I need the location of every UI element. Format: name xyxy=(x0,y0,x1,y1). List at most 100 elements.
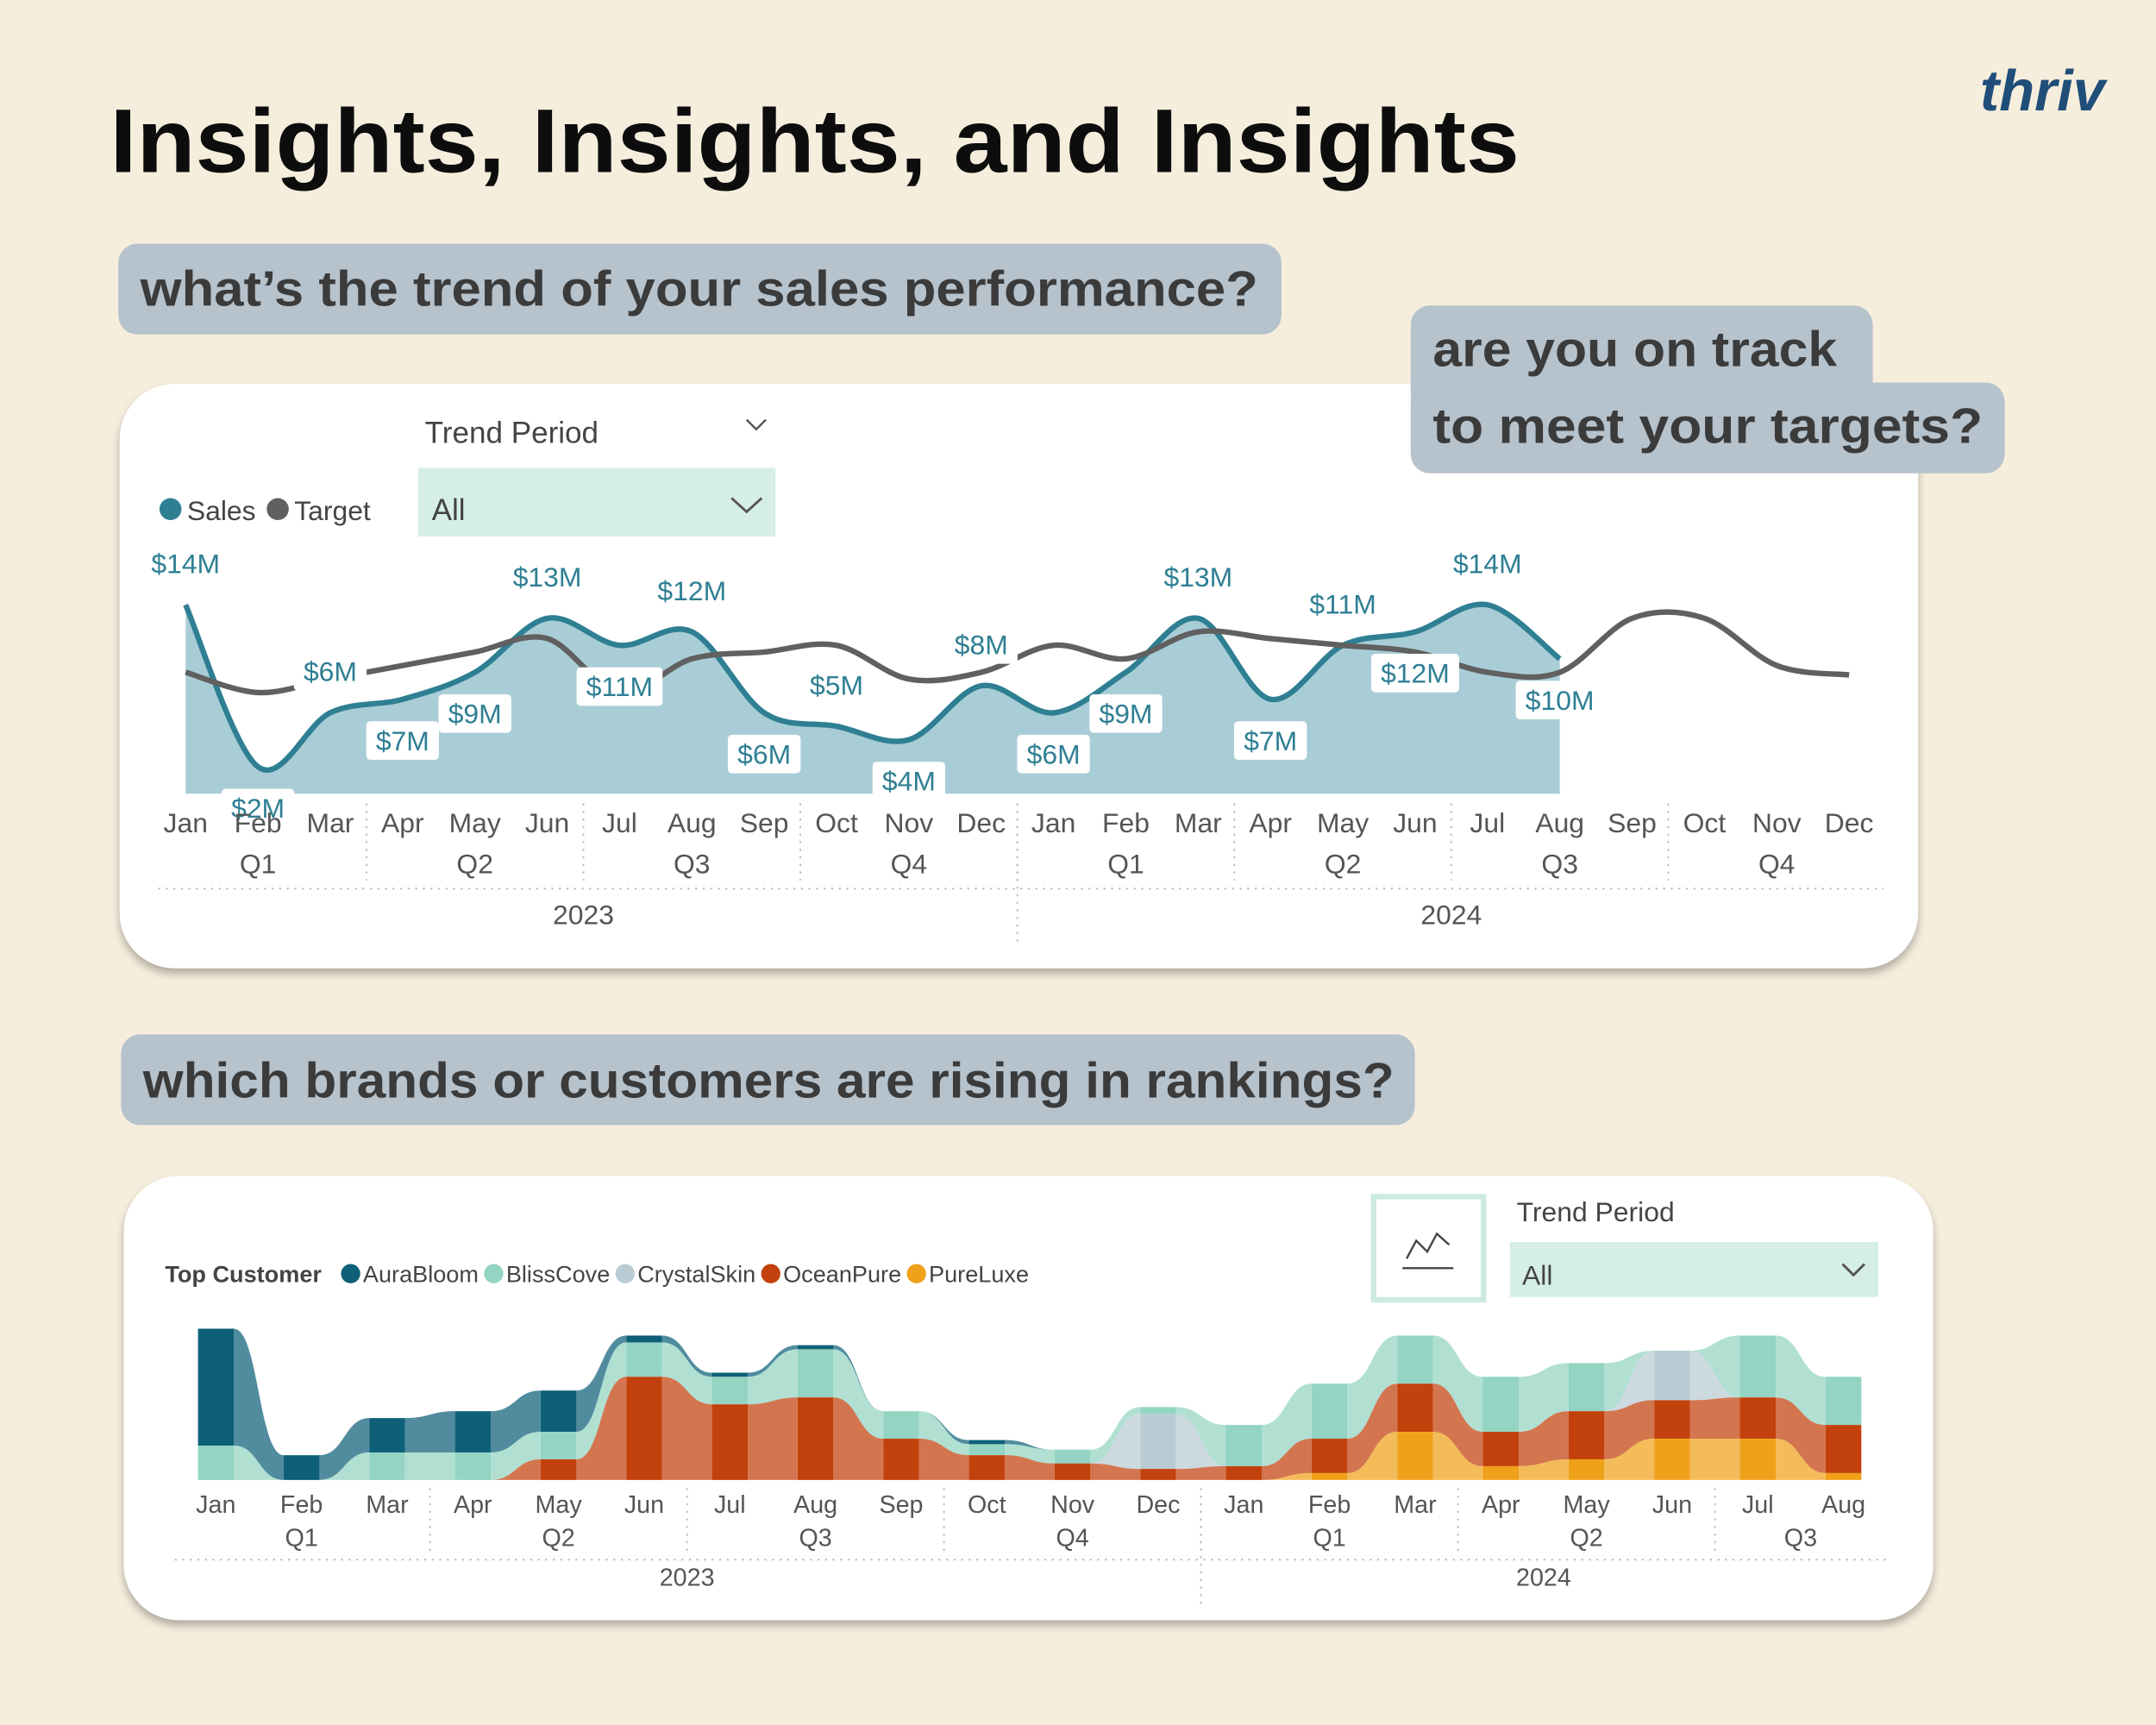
ribbon-bar xyxy=(1825,1425,1862,1473)
x-tick-label: Jun xyxy=(1652,1491,1692,1519)
data-label: $7M xyxy=(366,721,440,760)
year-label: 2024 xyxy=(1420,900,1482,931)
button-icon[interactable] xyxy=(1406,1232,1451,1259)
ribbon-bar xyxy=(797,1345,834,1350)
legend-marker xyxy=(341,1264,360,1283)
ribbon-bar xyxy=(968,1444,1006,1456)
data-label-text: $6M xyxy=(304,656,357,687)
ribbon-bar xyxy=(1311,1383,1348,1440)
data-label-text: $12M xyxy=(1381,658,1450,689)
filter-label: Trend Period xyxy=(1517,1196,1675,1227)
logo: thriv xyxy=(1980,59,2109,123)
ribbon-bar xyxy=(1311,1472,1348,1480)
data-label-box xyxy=(293,652,367,691)
dropdown-box[interactable] xyxy=(417,467,776,537)
data-label: $5M xyxy=(799,665,874,705)
ribbon xyxy=(576,1335,627,1433)
dropdown-value[interactable]: All xyxy=(1522,1259,1552,1290)
ribbon xyxy=(404,1411,455,1452)
x-tick-label: Nov xyxy=(1050,1491,1095,1519)
ribbon xyxy=(1775,1397,1826,1473)
chart-type-button[interactable] xyxy=(1370,1194,1487,1303)
ribbon-bar xyxy=(1397,1383,1433,1433)
data-label-text: $6M xyxy=(737,738,791,769)
ribbon xyxy=(1090,1463,1141,1480)
data-label-text: $14M xyxy=(1453,549,1522,580)
ribbon-bar xyxy=(797,1397,834,1480)
ribbon xyxy=(1005,1440,1055,1450)
x-tick-label: Dec xyxy=(1136,1491,1180,1519)
chevron[interactable] xyxy=(745,418,767,431)
chevron[interactable] xyxy=(1841,1263,1866,1277)
data-label-box xyxy=(438,693,511,733)
x-tick-label: Nov xyxy=(1752,807,1802,838)
filter-dropdown[interactable]: All xyxy=(417,467,776,537)
ribbon-bar xyxy=(1140,1414,1176,1470)
legend-marker xyxy=(615,1264,636,1283)
x-tick-label: Jul xyxy=(714,1491,746,1519)
data-label-text: $7M xyxy=(1244,725,1297,756)
ribbon xyxy=(1175,1407,1226,1466)
data-label-box xyxy=(576,667,663,706)
data-label-text: $4M xyxy=(882,766,936,797)
ribbon-bar xyxy=(1482,1432,1520,1466)
ribbon xyxy=(1604,1351,1655,1412)
ribbon-bar xyxy=(540,1458,577,1480)
ribbon-bar xyxy=(369,1418,405,1452)
ribbon-bar xyxy=(454,1411,492,1452)
x-tick-label: Mar xyxy=(307,807,354,838)
data-label-text: $9M xyxy=(1099,698,1152,729)
ribbon-bar xyxy=(1654,1351,1690,1401)
filter-dropdown[interactable]: All xyxy=(1509,1242,1878,1297)
ribbon-bar xyxy=(197,1446,235,1480)
ribbon-bar xyxy=(1568,1363,1605,1412)
ribbon xyxy=(404,1452,455,1480)
quarter-label: Q4 xyxy=(891,849,928,880)
data-label: $9M xyxy=(1089,693,1163,733)
ribbon xyxy=(748,1345,798,1377)
legend-marker xyxy=(159,498,182,520)
ribbon xyxy=(1175,1465,1226,1480)
x-tick-label: Jun xyxy=(525,807,569,838)
question: to meet your targets? xyxy=(1432,399,1983,455)
ribbon xyxy=(1519,1363,1569,1433)
x-tick-label: May xyxy=(1317,807,1369,838)
quarter-label: Q1 xyxy=(1107,849,1144,880)
quarter-label: Q2 xyxy=(456,849,493,880)
ribbon xyxy=(1262,1383,1312,1466)
quarter-label: Q1 xyxy=(240,849,277,880)
ribbon xyxy=(1519,1411,1569,1466)
ribbon xyxy=(1689,1335,1740,1398)
x-tick-label: Apr xyxy=(381,807,424,838)
ribbon xyxy=(1005,1444,1055,1464)
ribbon xyxy=(1519,1458,1569,1480)
sales-area xyxy=(185,604,1560,794)
x-tick-label: Jan xyxy=(1031,807,1075,838)
data-label: $11M xyxy=(1300,585,1386,624)
data-label-box xyxy=(872,762,946,800)
data-label: $8M xyxy=(944,624,1018,664)
ribbon-bar xyxy=(711,1404,749,1480)
ribbon-bar xyxy=(711,1377,749,1405)
question: which brands or customers are rising in … xyxy=(142,1054,1395,1109)
x-tick-label: Feb xyxy=(1102,807,1150,838)
ribbon-bar xyxy=(1054,1463,1091,1480)
ribbon-bar xyxy=(626,1342,662,1377)
data-label: $6M xyxy=(727,734,801,774)
x-tick-label: Jul xyxy=(1470,807,1505,838)
dropdown-value[interactable]: All xyxy=(432,493,466,527)
ribbon xyxy=(1262,1472,1312,1480)
data-label: $9M xyxy=(438,693,511,733)
ribbon-bar xyxy=(1654,1400,1690,1440)
dropdown-box[interactable] xyxy=(1509,1242,1878,1297)
question-pill xyxy=(121,1034,1415,1126)
chevron[interactable] xyxy=(730,497,763,514)
quarter-label: Q2 xyxy=(542,1524,574,1552)
data-label-text: $14M xyxy=(151,549,220,580)
x-tick-label: Dec xyxy=(956,807,1006,838)
legend-marker xyxy=(906,1264,926,1283)
data-label-box xyxy=(944,624,1018,664)
legend-marker xyxy=(266,498,289,520)
x-tick-label: Jun xyxy=(1393,807,1437,838)
ribbon xyxy=(833,1349,884,1440)
